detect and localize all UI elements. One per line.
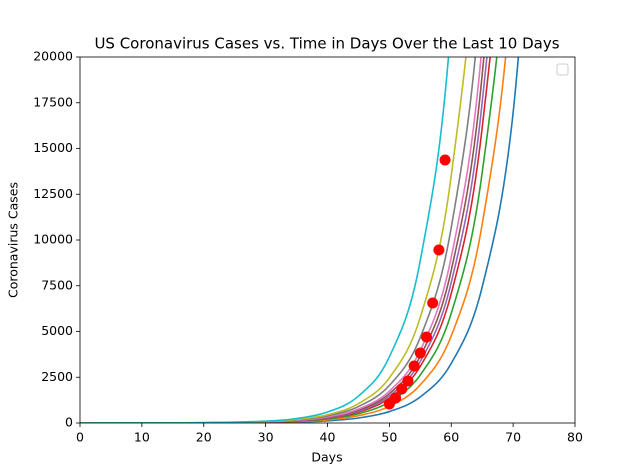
- data-point: [396, 383, 408, 395]
- x-tick-label: 80: [567, 430, 583, 445]
- plot-lines: [80, 57, 520, 423]
- chart-title: US Coronavirus Cases vs. Time in Days Ov…: [94, 35, 559, 53]
- y-tick-label: 15000: [33, 140, 73, 155]
- data-point: [427, 297, 439, 309]
- x-tick-label: 20: [196, 430, 212, 445]
- plot-frame: [79, 56, 576, 424]
- x-tick-label: 10: [134, 430, 150, 445]
- x-tick-label: 30: [258, 430, 274, 445]
- data-point: [408, 360, 420, 372]
- curve: [80, 57, 450, 423]
- y-tick-label: 5000: [41, 323, 73, 338]
- data-point: [433, 244, 445, 256]
- x-tick-label: 0: [76, 430, 84, 445]
- y-tick-label: 10000: [33, 232, 73, 247]
- y-tick-label: 7500: [41, 277, 73, 292]
- curve: [80, 57, 477, 423]
- data-point: [390, 392, 402, 404]
- data-point: [402, 375, 414, 387]
- x-tick-label: 40: [320, 430, 336, 445]
- x-tick-label: 70: [505, 430, 521, 445]
- x-tick-label: 60: [443, 430, 459, 445]
- x-axis-label: Days: [311, 450, 342, 465]
- y-tick-label: 2500: [41, 369, 73, 384]
- data-point: [414, 347, 426, 359]
- y-tick-label: 17500: [33, 94, 73, 109]
- y-tick-label: 0: [65, 415, 73, 430]
- y-tick-label: 12500: [33, 186, 73, 201]
- data-point: [421, 331, 432, 343]
- y-axis-label: Coronavirus Cases: [6, 182, 21, 298]
- legend-box: [556, 63, 569, 76]
- x-tick-label: 50: [381, 430, 397, 445]
- y-tick-label: 20000: [33, 49, 73, 64]
- data-point: [439, 154, 451, 166]
